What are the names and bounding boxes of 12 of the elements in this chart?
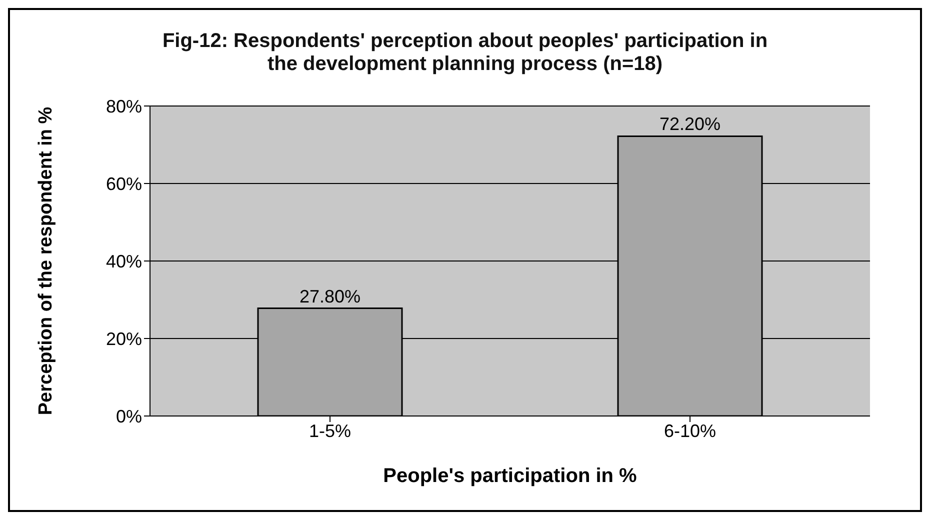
x-tick-label: 1-5% <box>308 420 352 441</box>
data-label: 27.80% <box>299 286 361 306</box>
y-tick-label: 40% <box>106 251 142 272</box>
y-tick-label: 80% <box>106 96 142 116</box>
y-tick-label: 20% <box>106 328 142 349</box>
y-axis-title: Perception of the respondent in % <box>36 106 57 416</box>
x-axis-title: People's participation in % <box>383 465 638 487</box>
y-tick-label: 0% <box>116 406 142 426</box>
data-label: 72.20% <box>659 114 721 134</box>
chart-title: Fig-12: Respondents' perception about peoples' participation in the development planning process (n=18) <box>161 29 769 76</box>
y-tick-label: 60% <box>106 174 142 194</box>
x-tick-label: 6-10% <box>664 420 716 441</box>
